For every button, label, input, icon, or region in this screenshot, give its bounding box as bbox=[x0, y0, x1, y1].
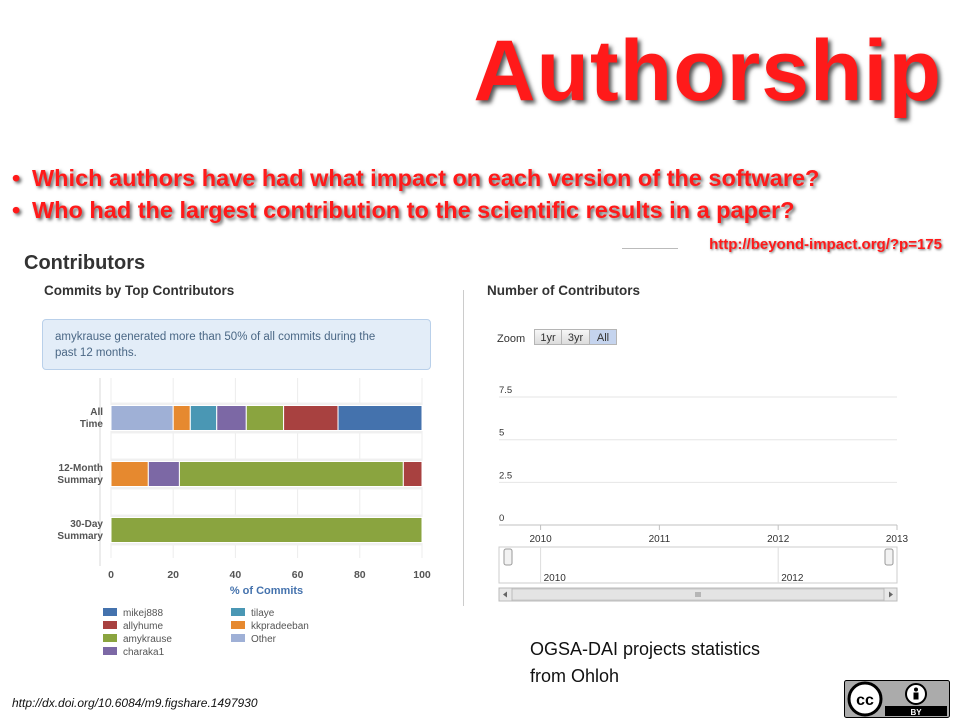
bar-segment bbox=[110, 405, 174, 431]
credit-line: from Ohloh bbox=[530, 666, 620, 686]
category-label: Summary bbox=[57, 475, 103, 486]
x-tick-label: 20 bbox=[167, 569, 179, 581]
x-tick-label: 80 bbox=[354, 569, 366, 581]
legend-label: charaka1 bbox=[123, 647, 165, 658]
category-label: Time bbox=[80, 419, 104, 430]
commits-bar-chart: 0 20 40 60 80 100% of CommitsAllTime12-MonthS… bbox=[57, 378, 431, 658]
navigator-background bbox=[498, 546, 898, 584]
x-tick-label: 40 bbox=[230, 569, 242, 581]
category-label: Summary bbox=[57, 531, 103, 542]
contributors-heading: Contributors bbox=[24, 252, 146, 274]
panel-divider bbox=[463, 290, 464, 606]
bar-segment bbox=[245, 405, 285, 431]
y-tick-label: 5 bbox=[499, 428, 504, 439]
svg-text:cc: cc bbox=[856, 692, 874, 709]
x-tick-label: 2013 bbox=[886, 534, 909, 545]
number-of-contributors-heading: Number of Contributors bbox=[487, 283, 640, 298]
bullet-dot-icon: • bbox=[12, 165, 21, 191]
legend-swatch bbox=[231, 621, 245, 629]
legend-label: Other bbox=[251, 634, 277, 645]
y-tick-label: 7.5 bbox=[499, 385, 512, 396]
category-label: 12-Month bbox=[59, 463, 103, 474]
license-badge-text: BY bbox=[910, 708, 922, 717]
bar-segment bbox=[110, 517, 423, 543]
info-notice-line: past 12 months. bbox=[55, 347, 137, 359]
legend-swatch bbox=[103, 621, 117, 629]
doi-link[interactable]: http://dx.doi.org/10.6084/m9.figshare.14… bbox=[12, 696, 258, 710]
bar-segment bbox=[283, 405, 339, 431]
bar-segment bbox=[110, 461, 149, 487]
scroll-right-arrow-icon bbox=[889, 591, 893, 598]
creative-commons-icon bbox=[847, 681, 883, 717]
x-tick-label: 0 bbox=[108, 569, 114, 581]
category-label: 30-Day bbox=[70, 519, 103, 530]
legend-label: mikej888 bbox=[123, 608, 163, 619]
cc-by-license-badge: cc BY bbox=[844, 680, 950, 718]
info-notice-line: amykrause generated more than 50% of all… bbox=[55, 331, 376, 343]
navigator-right-handle bbox=[884, 548, 894, 566]
zoom-3yr-button[interactable]: 3yr bbox=[561, 329, 590, 345]
commits-chart-heading: Commits by Top Contributors bbox=[44, 283, 235, 298]
bullet-item: • Who had the largest contribution to the… bbox=[12, 194, 952, 226]
url-underline-decoration bbox=[622, 248, 678, 249]
legend-swatch bbox=[231, 608, 245, 616]
bullet-text: Which authors have had what impact on ea… bbox=[32, 165, 820, 191]
legend-label: allyhume bbox=[123, 621, 163, 632]
zoom-1yr-button[interactable]: 1yr bbox=[534, 329, 562, 345]
y-tick-label: 0 bbox=[499, 513, 504, 524]
legend-swatch bbox=[103, 647, 117, 655]
x-tick-label: 60 bbox=[292, 569, 304, 581]
x-axis-label: % of Commits bbox=[230, 585, 303, 597]
contributors-line-chart: 0 2.5 5 7.5 2010 2011 2012 2013 2010 2012 bbox=[498, 385, 909, 602]
credit-text: OGSA-DAI projects statistics from Ohloh bbox=[530, 636, 760, 690]
legend-label: tilaye bbox=[251, 608, 275, 619]
x-tick-label: 2010 bbox=[529, 534, 552, 545]
bullet-item: • Which authors have had what impact on e… bbox=[12, 162, 952, 194]
legend-swatch bbox=[103, 608, 117, 616]
x-tick-label: 100 bbox=[413, 569, 431, 581]
y-tick-label: 2.5 bbox=[499, 470, 512, 481]
legend-swatch bbox=[103, 634, 117, 642]
x-tick-label: 2012 bbox=[767, 534, 790, 545]
bar-segment bbox=[402, 461, 423, 487]
slide-title: Authorship bbox=[473, 23, 942, 119]
bullet-dot-icon: • bbox=[12, 197, 21, 223]
bar-segment bbox=[189, 405, 218, 431]
legend-label: kkpradeeban bbox=[251, 621, 309, 632]
navigator-tick-label: 2012 bbox=[781, 573, 804, 584]
bullet-text: Who had the largest contribution to the … bbox=[32, 197, 795, 223]
info-notice: amykrause generated more than 50% of all… bbox=[42, 319, 431, 370]
bar-segment bbox=[337, 405, 423, 431]
legend-label: amykrause bbox=[123, 634, 172, 645]
bar-segment bbox=[147, 461, 180, 487]
bar-segment bbox=[216, 405, 247, 431]
zoom-all-button[interactable]: All bbox=[589, 329, 617, 345]
bar-segment bbox=[178, 461, 404, 487]
category-label: All bbox=[90, 407, 103, 418]
legend-swatch bbox=[231, 634, 245, 642]
scroll-left-arrow-icon bbox=[503, 591, 507, 598]
zoom-label: Zoom bbox=[497, 333, 526, 345]
credit-line: OGSA-DAI projects statistics bbox=[530, 639, 761, 659]
bullet-list: • Which authors have had what impact on e… bbox=[12, 162, 952, 226]
navigator-tick-label: 2010 bbox=[544, 573, 567, 584]
source-url[interactable]: http://beyond-impact.org/?p=175 bbox=[709, 236, 942, 253]
x-tick-label: 2011 bbox=[649, 534, 671, 545]
navigator-left-handle bbox=[503, 548, 513, 566]
bar-segment bbox=[172, 405, 191, 431]
